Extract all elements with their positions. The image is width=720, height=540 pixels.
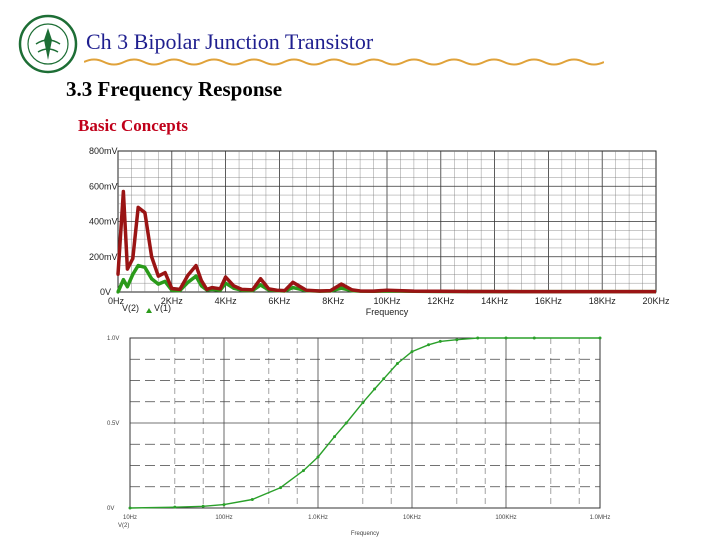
data-point: [598, 336, 602, 340]
data-point: [427, 343, 431, 347]
x-tick-label: 10KHz: [403, 515, 421, 521]
y-tick-label: 800mV: [89, 146, 118, 156]
data-point: [476, 336, 480, 340]
legend-marker-triangle: [146, 308, 152, 313]
series-line-v2: [129, 337, 600, 509]
university-seal-icon: [18, 14, 78, 74]
x-axis-label: Frequency: [351, 531, 379, 537]
x-tick-label: 12KHz: [427, 296, 455, 306]
x-axis-label: Frequency: [366, 307, 409, 317]
data-point: [333, 435, 337, 439]
data-point: [532, 336, 536, 340]
x-tick-label: 14KHz: [481, 296, 509, 306]
y-tick-label: 0V: [107, 506, 114, 512]
data-point: [258, 277, 263, 281]
page-title: Ch 3 Bipolar Junction Transistor: [86, 29, 374, 54]
legend-entry: V(1): [154, 303, 171, 313]
data-point: [131, 256, 135, 261]
data-point: [150, 277, 154, 281]
y-tick-label: 200mV: [89, 252, 118, 262]
data-point: [385, 288, 389, 292]
data-point: [173, 505, 177, 509]
legend-entry: V(2): [118, 523, 129, 529]
data-point: [283, 288, 287, 293]
x-tick-label: 16KHz: [535, 296, 563, 306]
x-tick-label: 20KHz: [642, 296, 670, 306]
x-tick-label: 10Hz: [123, 515, 137, 521]
data-point: [318, 289, 322, 293]
data-point: [373, 387, 377, 391]
data-point: [627, 290, 631, 294]
data-point: [350, 288, 354, 292]
data-point: [210, 285, 214, 290]
data-point: [395, 362, 399, 365]
data-point: [279, 486, 283, 490]
y-tick-label: 0.5V: [107, 421, 119, 427]
data-point: [250, 498, 254, 501]
data-point: [201, 504, 205, 508]
y-tick-label: 1.0V: [107, 336, 119, 342]
data-point: [316, 455, 320, 459]
data-point: [194, 274, 198, 278]
data-point: [128, 506, 132, 510]
x-tick-label: 0Hz: [108, 296, 125, 306]
x-tick-label: 8KHz: [322, 296, 345, 306]
legend-entry: V(2): [122, 303, 139, 313]
data-point: [455, 338, 459, 342]
page-subtitle: 3.3 Frequency Response: [66, 77, 283, 101]
data-point: [222, 503, 226, 507]
y-tick-label: 400mV: [89, 217, 118, 227]
data-point: [361, 401, 365, 405]
data-point: [301, 469, 305, 473]
y-tick-label: 600mV: [89, 181, 118, 191]
data-point: [116, 272, 120, 276]
x-tick-label: 1.0KHz: [308, 515, 328, 521]
data-point: [504, 336, 508, 340]
series-line-v1: [116, 189, 656, 294]
data-point: [546, 290, 551, 294]
data-point: [150, 255, 154, 259]
x-tick-label: 18KHz: [589, 296, 617, 306]
data-point: [170, 286, 174, 291]
data-point: [194, 263, 198, 268]
data-point: [116, 290, 120, 294]
data-point: [232, 284, 236, 288]
data-point: [466, 289, 470, 294]
data-point: [410, 350, 414, 354]
data-point: [258, 283, 263, 287]
x-tick-label: 1.0MHz: [590, 515, 611, 521]
data-point: [131, 272, 135, 276]
x-tick-label: 100KHz: [495, 515, 516, 521]
x-tick-label: 4KHz: [215, 296, 238, 306]
title-ornament: [84, 58, 604, 66]
data-point: [344, 421, 348, 425]
x-tick-label: 2KHz: [161, 296, 184, 306]
x-tick-label: 10KHz: [373, 296, 401, 306]
x-tick-label: 6KHz: [268, 296, 291, 306]
section-heading: Basic Concepts: [78, 116, 189, 135]
y-tick-label: 0V: [100, 287, 111, 297]
data-point: [438, 339, 442, 343]
x-tick-label: 100Hz: [215, 515, 232, 521]
data-point: [382, 377, 386, 381]
